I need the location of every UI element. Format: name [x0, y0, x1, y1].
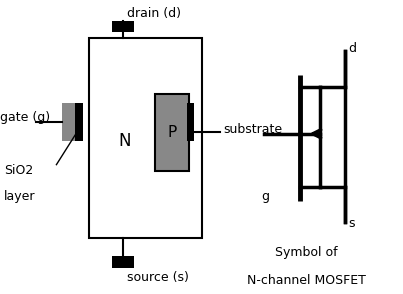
Text: s: s: [349, 217, 355, 230]
Text: substrate: substrate: [224, 123, 283, 136]
Bar: [75, 103, 83, 141]
Bar: [112, 256, 134, 268]
Text: g: g: [261, 191, 269, 203]
Bar: [62, 103, 77, 141]
Bar: [89, 38, 202, 238]
Text: N-channel MOSFET: N-channel MOSFET: [247, 274, 366, 287]
Text: Symbol of: Symbol of: [275, 246, 338, 259]
Bar: [155, 94, 189, 171]
Bar: [112, 21, 134, 32]
Text: source (s): source (s): [127, 271, 189, 284]
Text: N: N: [118, 132, 131, 150]
Text: layer: layer: [4, 191, 35, 203]
Bar: [187, 103, 194, 141]
Text: P: P: [168, 125, 177, 140]
Text: gate (g): gate (g): [0, 111, 50, 124]
Text: SiO2: SiO2: [4, 164, 33, 177]
Text: d: d: [349, 42, 357, 55]
Text: drain (d): drain (d): [127, 7, 181, 20]
